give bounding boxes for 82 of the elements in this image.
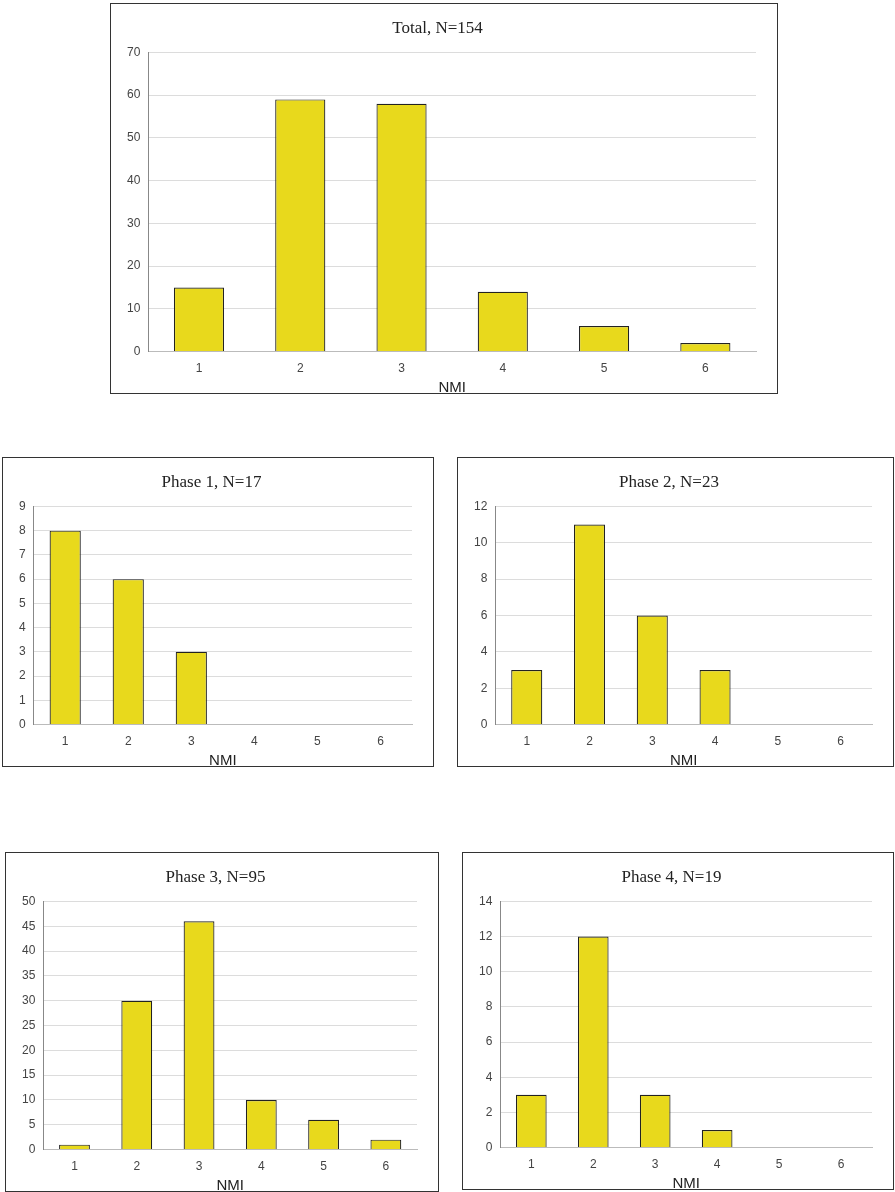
x-tick-label: 3 <box>398 361 406 376</box>
y-tick-label: 8 <box>485 999 493 1014</box>
y-tick-label: 2 <box>485 1104 493 1119</box>
y-tick-label: 6 <box>480 607 488 622</box>
y-tick-label: 0 <box>18 716 26 731</box>
y-tick-label: 40 <box>126 172 141 187</box>
x-tick-label: 6 <box>382 1159 390 1174</box>
y-tick-label: 0 <box>485 1139 493 1154</box>
x-tick-label: 2 <box>589 1157 597 1172</box>
chart-title: Phase 1, N=17 <box>161 471 262 491</box>
chart-title: Phase 3, N=95 <box>165 866 266 886</box>
y-tick-label: 10 <box>126 301 141 316</box>
y-tick-label: 6 <box>18 571 26 586</box>
chart-title: Phase 2, N=23 <box>619 471 719 491</box>
y-tick-label: 12 <box>478 928 493 943</box>
x-tick-label: 6 <box>837 734 845 749</box>
x-tick-label: 3 <box>195 1159 203 1174</box>
x-tick-label: 4 <box>251 734 259 749</box>
x-tick-label: 1 <box>527 1157 535 1172</box>
x-tick-label: 4 <box>713 1157 721 1172</box>
x-tick-label: 3 <box>648 734 656 749</box>
x-axis-title: NMI <box>438 377 466 395</box>
x-tick-label: 4 <box>257 1159 265 1174</box>
x-axis-title: NMI <box>209 750 237 768</box>
y-tick-label: 35 <box>21 968 36 983</box>
x-axis-title: NMI <box>672 1173 700 1191</box>
y-tick-label: 6 <box>485 1034 493 1049</box>
y-tick-label: 2 <box>18 668 26 683</box>
x-tick-label: 4 <box>499 361 507 376</box>
x-tick-label: 1 <box>195 361 203 376</box>
x-tick-label: 2 <box>586 734 594 749</box>
x-tick-label: 1 <box>523 734 531 749</box>
y-tick-label: 20 <box>21 1042 36 1057</box>
y-tick-label: 8 <box>18 522 26 537</box>
y-tick-label: 30 <box>21 992 36 1007</box>
x-axis-title: NMI <box>216 1175 244 1192</box>
y-tick-label: 20 <box>126 258 141 273</box>
y-tick-label: 4 <box>18 619 26 634</box>
y-tick-label: 0 <box>480 716 488 731</box>
y-tick-label: 12 <box>473 498 488 513</box>
y-tick-label: 2 <box>480 680 488 695</box>
y-tick-label: 30 <box>126 215 141 230</box>
y-tick-label: 5 <box>28 1117 36 1132</box>
x-tick-label: 6 <box>702 361 710 376</box>
chart-title: Total, N=154 <box>392 17 484 37</box>
x-tick-label: 5 <box>600 361 608 376</box>
y-tick-label: 8 <box>480 571 488 586</box>
x-tick-label: 6 <box>837 1157 845 1172</box>
x-tick-label: 5 <box>314 734 322 749</box>
x-axis-title: NMI <box>669 750 698 768</box>
y-tick-label: 70 <box>126 44 141 59</box>
y-tick-label: 5 <box>18 595 26 610</box>
x-tick-label: 5 <box>775 1157 783 1172</box>
y-tick-label: 3 <box>18 644 26 659</box>
y-tick-label: 7 <box>18 547 26 562</box>
x-tick-label: 1 <box>61 734 69 749</box>
y-tick-label: 15 <box>21 1067 36 1082</box>
x-tick-label: 3 <box>651 1157 659 1172</box>
y-tick-label: 0 <box>28 1141 36 1156</box>
y-tick-label: 45 <box>21 918 36 933</box>
chart-title: Phase 4, N=19 <box>621 866 722 886</box>
y-tick-label: 4 <box>480 644 488 659</box>
y-tick-label: 4 <box>485 1069 493 1084</box>
x-tick-label: 3 <box>187 734 195 749</box>
x-tick-label: 4 <box>711 734 719 749</box>
y-tick-label: 25 <box>21 1017 36 1032</box>
x-tick-label: 5 <box>320 1159 328 1174</box>
y-tick-label: 10 <box>21 1092 36 1107</box>
y-tick-label: 14 <box>478 893 493 908</box>
x-tick-label: 2 <box>296 361 304 376</box>
y-tick-label: 50 <box>126 130 141 145</box>
y-tick-label: 1 <box>18 692 26 707</box>
y-tick-label: 40 <box>21 943 36 958</box>
y-tick-label: 9 <box>18 498 26 513</box>
y-tick-label: 60 <box>126 87 141 102</box>
x-tick-label: 1 <box>71 1159 79 1174</box>
y-tick-label: 10 <box>473 535 488 550</box>
x-tick-label: 5 <box>774 734 782 749</box>
y-tick-label: 0 <box>133 343 141 358</box>
y-tick-label: 50 <box>21 893 36 908</box>
y-tick-label: 10 <box>478 964 493 979</box>
x-tick-label: 6 <box>377 734 385 749</box>
